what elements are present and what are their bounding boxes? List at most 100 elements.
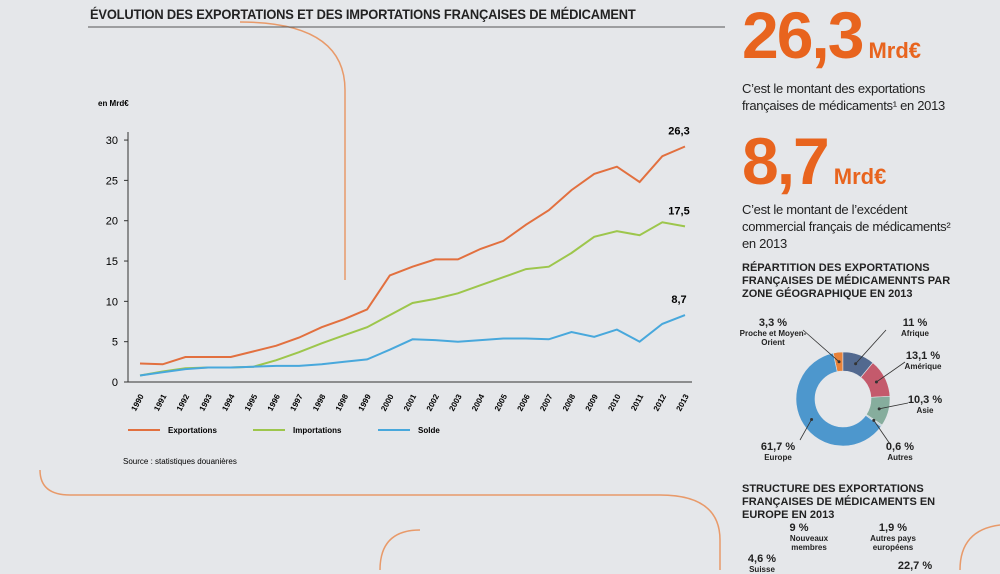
stat-text: C’est le montant de l’excédent commercia… [742, 202, 951, 251]
label-name: Nouveaux membres [789, 534, 829, 552]
leader-dot [872, 418, 876, 422]
section-title: RÉPARTITION DES EXPORTATIONS FRANÇAISES … [742, 262, 951, 300]
x-tick-label: 2000 [379, 392, 396, 412]
stat-unit: Mrd€ [833, 164, 887, 189]
x-tick-label: 2008 [561, 392, 578, 412]
label-value: 11 % [902, 317, 928, 329]
y-tick-label: 30 [106, 135, 118, 147]
section-title: STRUCTURE DES EXPORTATIONS FRANÇAISES DE… [742, 483, 936, 521]
decor-curve [239, 21, 346, 280]
label-value: 9 % [789, 522, 809, 534]
donut-label: 11 % Afrique [880, 317, 950, 338]
x-tick-label: 2001 [402, 392, 419, 412]
x-tick-label: 1991 [152, 392, 169, 412]
legend-label: Exportations [168, 426, 217, 435]
x-tick-label: 2002 [425, 392, 442, 412]
series-line [139, 314, 686, 377]
x-tick-label: 2010 [606, 392, 623, 412]
x-tick-label: 2004 [470, 392, 487, 412]
y-tick-label: 5 [112, 337, 118, 349]
donut-label: 3,3 % Proche et Moyen-Orient [738, 317, 808, 347]
leader-line [873, 420, 891, 445]
y-tick-label: 15 [106, 256, 118, 268]
leader-line [855, 329, 887, 364]
x-tick-label: 1994 [220, 392, 237, 412]
x-tick-label: 2013 [674, 392, 691, 412]
label-name: Asie [916, 406, 934, 415]
label-value: 3,3 % [758, 317, 788, 329]
y-tick-label: 0 [112, 377, 118, 389]
x-tick-label: 1998 [311, 392, 328, 412]
decor-curve [39, 469, 721, 570]
stat-value: 26,3 [742, 0, 864, 72]
x-tick-label: 1997 [288, 392, 305, 412]
label-name: Europe [764, 453, 792, 462]
series-line [139, 145, 686, 366]
leader-dot [874, 380, 878, 384]
decor-curve [379, 529, 421, 570]
y-axis-label: en Mrd€ [98, 99, 129, 108]
label-name: Autres pays européens [870, 534, 916, 552]
leader-line [799, 419, 812, 441]
x-tick-label: 1993 [198, 392, 215, 412]
label-value: 4,6 % [747, 553, 777, 565]
label-value: 22,7 % [897, 560, 933, 572]
annotation: 8,7 [671, 294, 686, 306]
leader-line [802, 329, 840, 363]
x-tick-label: 2005 [493, 392, 510, 412]
donut-chart [795, 329, 909, 447]
legend-label: Solde [418, 426, 440, 435]
stat-unit: Mrd€ [868, 38, 922, 63]
title: ÉVOLUTION DES EXPORTATIONS ET DES IMPORT… [90, 6, 636, 22]
x-tick-label: 2012 [652, 392, 669, 412]
europe-label: 1,9 % Autres pays européens [858, 522, 928, 552]
label-value: 13,1 % [905, 350, 941, 362]
donut-label: 61,7 % Europe [743, 441, 813, 462]
x-tick-label: 1998 [334, 392, 351, 412]
leader-dot [877, 407, 881, 411]
line-chart: en Mrd€ 0 5 10 15 20 25 30 1990 1991 1992 1993 1994 1… [98, 99, 692, 466]
leader-line [876, 361, 906, 383]
leader-dot [854, 362, 858, 366]
y-tick-label: 25 [106, 175, 118, 187]
stat: 8,7 Mrd€ [742, 128, 886, 194]
stat-text: C’est le montant des exportations frança… [742, 81, 945, 113]
donut-label: 0,6 % Autres [865, 441, 935, 462]
donut-segment [795, 352, 882, 447]
label-value: 10,3 % [907, 394, 943, 406]
donut-label: 10,3 % Asie [890, 394, 960, 415]
label-name: Autres [887, 453, 913, 462]
x-tick-label: 2003 [447, 392, 464, 412]
europe-label: 22,7 % [880, 560, 950, 572]
label-value: 0,6 % [885, 441, 915, 453]
x-tick-label: 1992 [175, 392, 192, 412]
label-name: Afrique [901, 329, 929, 338]
donut-label: 13,1 % Amérique [888, 350, 958, 371]
stat-value: 8,7 [742, 124, 830, 198]
leader-dot [837, 360, 841, 364]
x-tick-label: 1996 [266, 392, 283, 412]
annotation: 17,5 [668, 205, 689, 217]
x-tick-label: 2011 [629, 392, 645, 412]
label-name: Proche et Moyen-Orient [739, 329, 807, 347]
leader-dot [810, 417, 814, 421]
x-tick-label: 1999 [357, 392, 374, 412]
europe-label: 4,6 % Suisse [727, 553, 797, 574]
stat: 26,3 Mrd€ [742, 2, 921, 68]
label-value: 61,7 % [760, 441, 796, 453]
x-tick-label: 1990 [129, 392, 146, 412]
label-name: Amérique [904, 362, 942, 371]
x-tick-label: 1995 [243, 392, 260, 412]
x-tick-label: 2006 [516, 392, 533, 412]
x-tick-label: 2009 [584, 392, 601, 412]
source: Source : statistiques douanières [123, 457, 237, 466]
label-value: 1,9 % [878, 522, 908, 534]
legend-label: Importations [293, 426, 342, 435]
annotation: 26,3 [668, 126, 689, 138]
x-tick-label: 2007 [538, 392, 555, 412]
leader-line [879, 402, 909, 410]
series-line [139, 221, 686, 377]
decor-curve [959, 524, 1000, 570]
